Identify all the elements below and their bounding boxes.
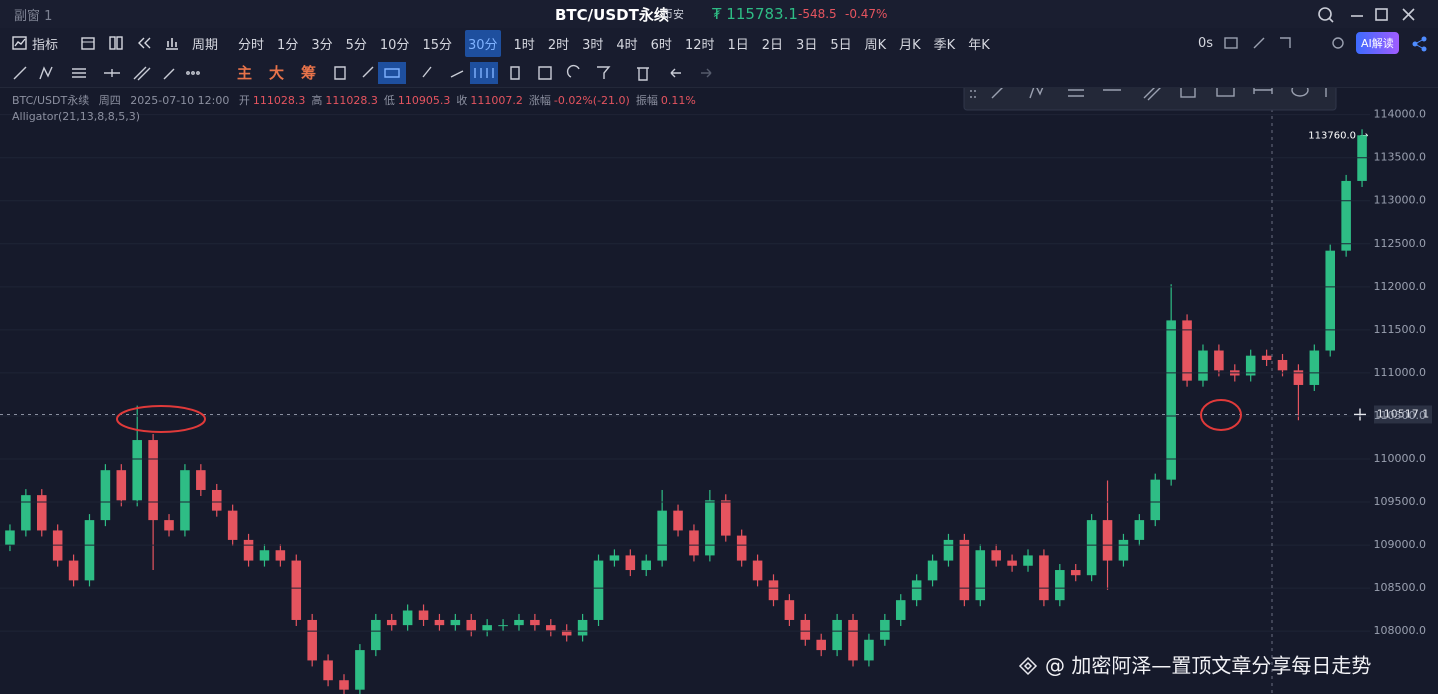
- y-tick-label: 111000.0: [1374, 366, 1427, 379]
- y-tick-label: 109500.0: [1374, 495, 1427, 508]
- chart-mode[interactable]: 筹: [301, 64, 317, 82]
- period-menu[interactable]: 周期: [192, 37, 219, 53]
- period-option[interactable]: 15分: [422, 37, 452, 53]
- field-value: 111028.3: [252, 94, 306, 107]
- period-option[interactable]: 3分: [311, 37, 333, 53]
- crosshair-label: 110517.1: [1377, 407, 1430, 420]
- y-tick-label: 113500.0: [1374, 151, 1427, 164]
- period-option[interactable]: 4时: [616, 37, 638, 53]
- y-tick-label: 112500.0: [1374, 237, 1427, 250]
- field-label: 振幅: [635, 94, 658, 107]
- period-option[interactable]: 月K: [899, 37, 921, 53]
- period-toolbar: 指标 周期 分时 1分 3分 5分 10分 15分 30分 1时 2时 3时 4时 6时 12时 1日 2日…: [0, 28, 1438, 58]
- period-option[interactable]: 1时: [513, 37, 535, 53]
- tool-icons-3[interactable]: [633, 61, 723, 85]
- period-list: 分时 1分 3分 5分 10分 15分 30分 1时 2时 3时 4时 6时 12时 1日 2日 3日 5日 周K…: [238, 29, 1003, 57]
- indicator-info: Alligator(21,13,8,8,5,3): [12, 110, 140, 123]
- chart-mode[interactable]: 大: [269, 64, 285, 82]
- period-option[interactable]: 2日: [761, 37, 784, 53]
- chart-type-icon[interactable]: [164, 35, 180, 51]
- draw-icons[interactable]: [12, 65, 227, 81]
- y-tick-label: 108500.0: [1374, 581, 1427, 594]
- period-option[interactable]: 5日: [830, 37, 852, 53]
- watermark-logo: [1018, 656, 1038, 676]
- field-value: -0.02%(-21.0): [553, 94, 630, 107]
- period-option[interactable]: 6时: [650, 37, 672, 53]
- datetime: 2025-07-10 12:00: [130, 94, 230, 107]
- period-option[interactable]: 12时: [684, 37, 715, 53]
- period-option[interactable]: 年K: [968, 37, 990, 53]
- indicator-icon: [12, 36, 27, 50]
- field-value: 111028.3: [325, 94, 378, 107]
- layout-icon[interactable]: [108, 35, 124, 51]
- indicator-name: Alligator(21,13,8,8,5,3): [12, 110, 141, 123]
- ai-button[interactable]: AI解读: [1356, 32, 1399, 54]
- share-icon[interactable]: [1412, 36, 1428, 52]
- y-tick-label: 113000.0: [1374, 194, 1427, 207]
- y-tick-label: 111500.0: [1374, 323, 1427, 336]
- period-option[interactable]: 1分: [277, 37, 299, 53]
- field-label: 涨幅: [528, 94, 551, 107]
- price-change: -548.5: [798, 7, 837, 21]
- countdown: 0s: [1198, 35, 1214, 51]
- symbol: BTC/USDT永续: [12, 94, 90, 107]
- annotation-ellipse: [1200, 399, 1242, 431]
- field-value: 111007.2: [470, 94, 523, 107]
- watermark: @ 加密阿泽—置顶文章分享每日走势: [1045, 654, 1371, 678]
- weekday: 周四: [98, 94, 121, 107]
- period-option[interactable]: 周K: [864, 37, 887, 53]
- chart-mode[interactable]: 主: [237, 64, 253, 82]
- chart-modes: 主大筹: [237, 62, 333, 83]
- ohlc-fields: 开 111028.3 高 111028.3 低 110905.3 收 111007.2 涨幅 -0…: [239, 94, 702, 107]
- last-price: ₮ 115783.1: [712, 5, 798, 23]
- field-label: 开: [238, 94, 250, 107]
- symbol: BTC/USDT永续: [555, 5, 669, 24]
- period-option-active[interactable]: 30分: [464, 29, 501, 57]
- crosshair-plus: [1354, 408, 1366, 421]
- field-value: 0.11%: [660, 94, 696, 107]
- period-option[interactable]: 5分: [345, 37, 367, 53]
- period-option[interactable]: 10分: [379, 37, 410, 53]
- indicator-button[interactable]: 指标: [32, 37, 59, 53]
- calendar-icon[interactable]: [80, 35, 96, 51]
- crosshair-label-box: [1374, 405, 1432, 424]
- window-title: 副窗 1: [14, 8, 53, 24]
- y-tick-label: 108000.0: [1374, 624, 1427, 637]
- field-label: 低: [383, 94, 395, 107]
- y-tick-label: 110000.0: [1374, 452, 1427, 465]
- period-option[interactable]: 3日: [796, 37, 818, 53]
- period-option[interactable]: 季K: [933, 37, 956, 53]
- field-label: 高: [311, 94, 323, 107]
- drawing-tools: 主大筹: [0, 58, 1438, 88]
- period-option[interactable]: 3时: [582, 37, 604, 53]
- y-tick-label: 110500.0: [1374, 409, 1427, 422]
- period-option[interactable]: 2时: [547, 37, 570, 53]
- tool-icons-2[interactable]: [333, 61, 633, 85]
- rewind-icon[interactable]: [136, 35, 152, 51]
- price-change-pct: -0.47%: [845, 7, 888, 21]
- field-label: 收: [456, 94, 468, 107]
- title-bar: 副窗 1 BTC/USDT永续 币安 ₮ 115783.1 -548.5 -0.…: [0, 0, 1438, 28]
- period-option[interactable]: 分时: [238, 37, 265, 53]
- candle-info: BTC/USDT永续 周四 2025-07-10 12:00 开 111028.3…: [12, 92, 702, 108]
- y-tick-label: 109000.0: [1374, 538, 1427, 551]
- tool-icons[interactable]: [1224, 35, 1349, 51]
- field-value: 110905.3: [397, 94, 451, 107]
- annotation-ellipse: [116, 405, 206, 433]
- last-price-label: 113760.0: [1308, 130, 1356, 141]
- window-controls[interactable]: [1316, 6, 1426, 24]
- y-tick-label: 114000.0: [1374, 108, 1427, 121]
- y-tick-label: 112000.0: [1374, 280, 1427, 293]
- period-option[interactable]: 1日: [727, 37, 749, 53]
- exchange: 币安: [662, 8, 684, 21]
